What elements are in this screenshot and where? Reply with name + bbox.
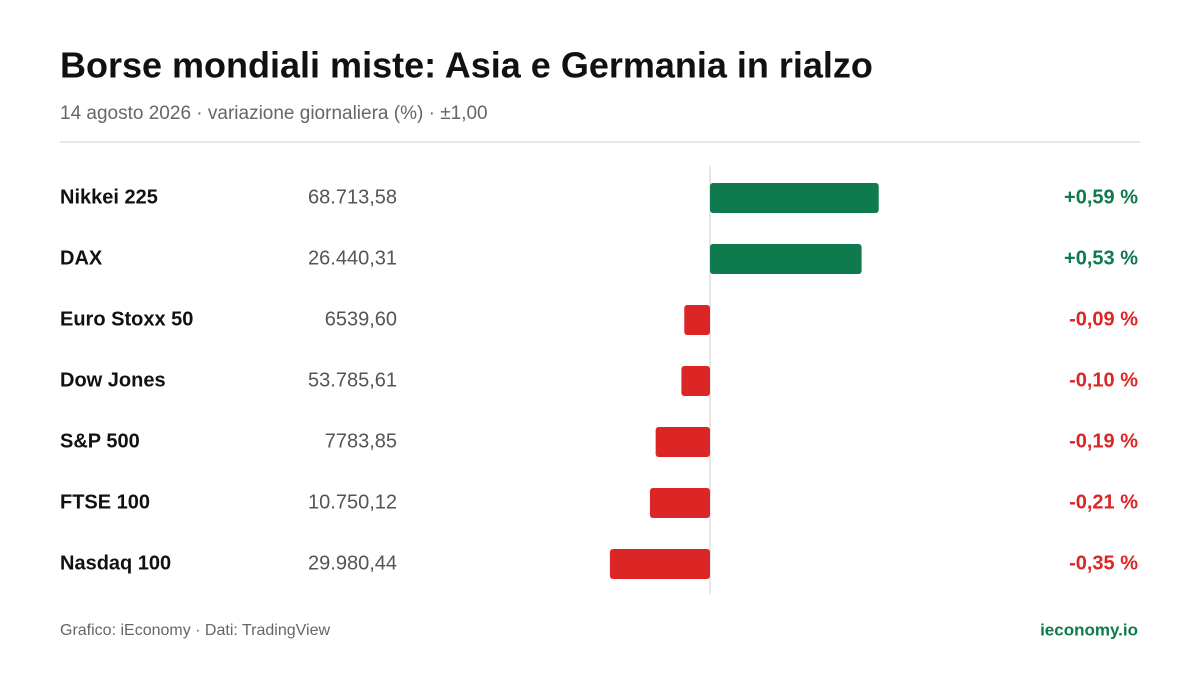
index-price: 6539,60 xyxy=(325,308,397,330)
index-name: Euro Stoxx 50 xyxy=(60,308,193,330)
index-price: 53.785,61 xyxy=(308,369,397,391)
bar xyxy=(649,488,710,518)
index-price: 10.750,12 xyxy=(308,491,397,513)
source: Grafico: iEconomy · Dati: TradingView xyxy=(60,622,330,639)
bar xyxy=(710,183,879,213)
bar xyxy=(710,244,862,274)
index-name: Nikkei 225 xyxy=(60,186,158,208)
index-name: S&P 500 xyxy=(60,430,140,452)
value-label: -0,21 % xyxy=(1069,491,1138,513)
chart-title: Borse mondiali miste: Asia e Germania in… xyxy=(60,45,873,86)
index-name: Nasdaq 100 xyxy=(60,552,171,574)
index-name: DAX xyxy=(60,247,103,269)
chart-subtitle: 14 agosto 2026 · variazione giornaliera … xyxy=(60,103,488,124)
index-price: 68.713,58 xyxy=(308,186,397,208)
value-label: -0,35 % xyxy=(1069,552,1138,574)
index-price: 26.440,31 xyxy=(308,247,397,269)
value-label: +0,59 % xyxy=(1064,186,1138,208)
index-price: 29.980,44 xyxy=(308,552,397,574)
index-price: 7783,85 xyxy=(325,430,397,452)
index-name: FTSE 100 xyxy=(60,491,150,513)
bar xyxy=(609,549,710,579)
value-label: -0,09 % xyxy=(1069,308,1138,330)
bar xyxy=(655,427,710,457)
value-label: +0,53 % xyxy=(1064,247,1138,269)
value-label: -0,19 % xyxy=(1069,430,1138,452)
value-label: -0,10 % xyxy=(1069,369,1138,391)
bar xyxy=(681,366,710,396)
bar xyxy=(684,305,710,335)
brand: ieconomy.io xyxy=(1040,620,1138,639)
index-name: Dow Jones xyxy=(60,369,166,391)
